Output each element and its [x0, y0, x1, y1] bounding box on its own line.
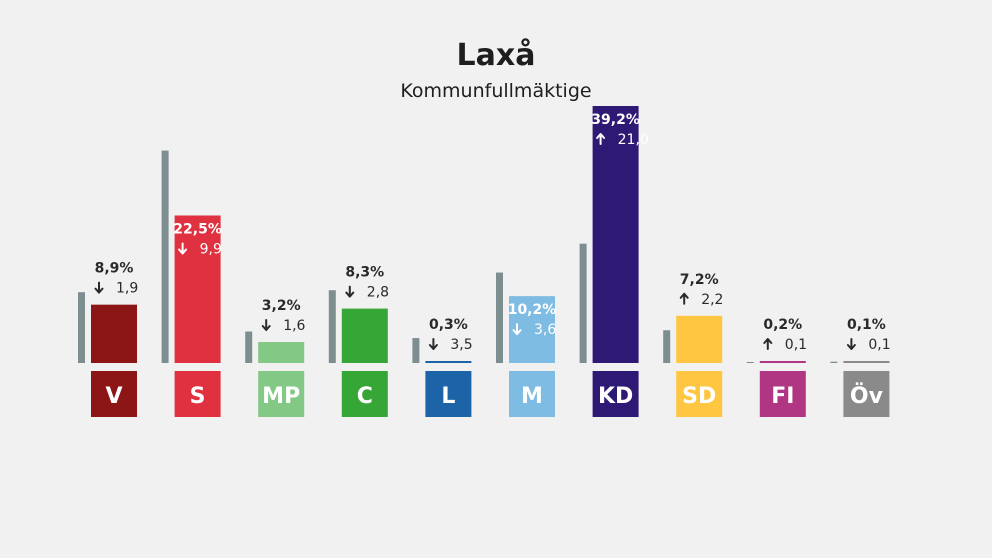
party-label-fi: FI — [771, 384, 794, 409]
previous-bar-mp — [245, 331, 253, 363]
party-label-v: Öv — [850, 383, 884, 409]
party-box-kd — [592, 371, 639, 417]
party-label-s: S — [190, 384, 206, 409]
change-arrow-v — [846, 338, 856, 350]
bar-l — [425, 361, 472, 363]
value-label-kd: 39,2% — [591, 112, 640, 128]
bar-sd — [676, 315, 723, 363]
change-label-m: 3,6 — [534, 322, 556, 338]
change-label-c: 2,8 — [367, 285, 389, 301]
value-label-sd: 7,2% — [680, 272, 719, 288]
change-label-fi: 0,1 — [785, 337, 807, 353]
party-box-v — [91, 371, 137, 417]
bar-s — [174, 215, 221, 363]
party-box-s — [174, 371, 221, 417]
previous-bar-c — [328, 290, 336, 363]
change-label-l: 3,5 — [450, 337, 472, 353]
party-label-l: L — [441, 384, 455, 409]
previous-bar-sd — [663, 330, 671, 363]
value-label-mp: 3,2% — [262, 298, 301, 314]
change-arrow-s — [178, 242, 188, 255]
party-box-sd — [676, 371, 723, 417]
change-label-s: 9,9 — [200, 241, 222, 257]
change-arrow-fi — [763, 338, 773, 350]
previous-bar-v — [830, 361, 838, 363]
value-label-m: 10,2% — [508, 302, 557, 318]
party-box-l — [425, 371, 472, 417]
change-arrow-v — [94, 281, 104, 294]
bar-v — [91, 304, 137, 363]
value-label-l: 0,3% — [429, 317, 468, 333]
party-box-fi — [759, 371, 806, 417]
party-label-mp: MP — [262, 384, 300, 409]
chart-subtitle: Kommunfullmäktige — [400, 80, 592, 102]
previous-bar-s — [161, 150, 169, 363]
party-label-m: M — [521, 384, 543, 409]
party-box-mp — [258, 371, 305, 417]
value-label-v: 8,9% — [95, 261, 134, 277]
bar-fi — [759, 361, 806, 363]
change-label-v: 1,9 — [116, 281, 138, 297]
previous-bar-l — [412, 338, 420, 363]
party-label-v: V — [105, 384, 122, 409]
bar-kd — [592, 106, 639, 363]
change-arrow-m — [512, 323, 522, 336]
value-label-c: 8,3% — [345, 265, 384, 281]
party-box-m — [509, 371, 555, 417]
change-arrow-l — [428, 338, 438, 350]
bar-mp — [258, 342, 305, 363]
previous-bar-v — [78, 292, 85, 363]
change-arrow-sd — [679, 292, 689, 305]
value-label-s: 22,5% — [173, 221, 222, 237]
previous-bar-m — [496, 272, 503, 363]
change-label-v: 0,1 — [868, 337, 890, 353]
value-label-v: 0,1% — [847, 317, 886, 333]
party-box-c — [341, 371, 388, 417]
value-label-fi: 0,2% — [763, 317, 802, 333]
change-label-mp: 1,6 — [283, 318, 305, 334]
chart-title: Laxå — [456, 38, 536, 73]
bar-c — [341, 308, 388, 363]
party-box-v — [843, 371, 890, 417]
change-arrow-mp — [261, 319, 271, 332]
party-label-kd: KD — [598, 384, 633, 409]
change-label-sd: 2,2 — [701, 292, 723, 308]
change-arrow-kd — [596, 133, 606, 145]
change-arrow-c — [345, 285, 355, 298]
bar-v — [843, 361, 890, 363]
party-label-sd: SD — [682, 384, 716, 409]
previous-bar-fi — [746, 362, 754, 363]
previous-bar-kd — [579, 243, 587, 363]
party-label-c: C — [357, 384, 373, 409]
change-label-kd: 21,0 — [618, 132, 649, 148]
